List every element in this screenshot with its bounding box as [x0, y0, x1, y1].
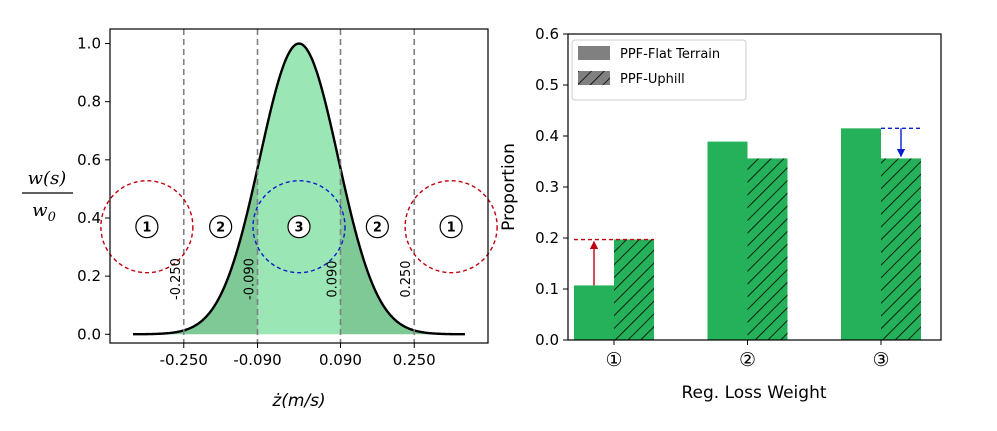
left-xtick-label: -0.090 — [233, 351, 281, 369]
right-ytick-label: 0.6 — [535, 25, 559, 43]
right-ytick-label: 0.2 — [535, 229, 559, 247]
right-ytick-label: 0.0 — [535, 331, 559, 349]
left-xtick-label: 0.250 — [393, 351, 436, 369]
right-xtick-label: ② — [739, 349, 756, 371]
bar-uphill-hatch-1 — [747, 158, 788, 340]
area-center — [257, 43, 341, 335]
legend-label-flat: PPF-Flat Terrain — [620, 47, 720, 62]
right-xtick-label: ① — [605, 349, 622, 371]
right-ytick-label: 0.1 — [535, 280, 559, 298]
left-xtick-label: 0.090 — [319, 351, 362, 369]
bar-flat-2 — [841, 128, 881, 340]
left-y-axis-label: w(s) w0 — [22, 168, 73, 225]
area-outer-right — [340, 168, 465, 335]
left-x-axis-label: ż(m/s) — [271, 391, 325, 411]
region-circle-2 — [404, 180, 498, 274]
right-xtick-label: ③ — [872, 349, 889, 371]
right-ytick-label: 0.3 — [535, 178, 559, 196]
proportion-bar-chart: 0.0 0.1 0.2 0.3 0.4 0.5 0.6 ① ② ③ Proportion Reg… — [499, 25, 942, 403]
gaussian-weight-chart: 1 2 3 2 1 -0.250 -0.090 0.090 0.250 0.0 0.2 0.4 0.… — [22, 28, 498, 411]
region-label-1: 2 — [216, 221, 225, 236]
threshold-label-2: 0.090 — [325, 260, 340, 297]
legend-swatch-flat — [578, 46, 610, 60]
region-label-2: 3 — [294, 221, 303, 236]
bar-flat-1 — [707, 141, 748, 340]
threshold-label-0: -0.250 — [169, 258, 184, 300]
region-circle-1 — [252, 180, 346, 274]
threshold-label-3: 0.250 — [399, 260, 414, 297]
bar-uphill-hatch-0 — [614, 239, 654, 340]
region-label-4: 1 — [447, 221, 456, 236]
right-ytick-label: 0.5 — [535, 76, 559, 94]
left-ytick-label: 0.6 — [77, 151, 101, 169]
right-ytick-label: 0.4 — [535, 127, 559, 145]
right-x-axis-label: Reg. Loss Weight — [681, 383, 826, 403]
left-ytick-label: 0.8 — [77, 93, 101, 111]
region-label-0: 1 — [142, 221, 151, 236]
left-ytick-label: 1.0 — [77, 35, 101, 53]
y-label-denominator: w0 — [32, 200, 56, 225]
legend-label-uphill: PPF-Uphill — [620, 72, 685, 87]
left-xtick-label: -0.250 — [160, 351, 208, 369]
right-y-axis-label: Proportion — [499, 143, 519, 231]
left-ytick-label: 0.2 — [77, 267, 101, 285]
region-badge-4 — [439, 215, 463, 239]
area-outer-left — [133, 168, 258, 335]
bar-flat-0 — [574, 285, 614, 340]
region-badge-3 — [365, 215, 389, 239]
left-plot-frame — [109, 28, 489, 344]
left-ytick-label: 0.0 — [77, 325, 101, 343]
gaussian-curve — [133, 42, 465, 336]
left-ytick-label: 0.4 — [77, 209, 101, 227]
y-label-numerator: w(s) — [28, 168, 67, 189]
threshold-label-1: -0.090 — [243, 258, 258, 300]
legend: PPF-Flat Terrain PPF-Uphill — [571, 39, 747, 101]
bar-uphill-hatch-2 — [881, 158, 921, 340]
region-badge-0 — [135, 215, 159, 239]
region-label-3: 2 — [373, 221, 382, 236]
region-circle-0 — [100, 180, 194, 274]
region-badge-1 — [209, 215, 233, 239]
region-badge-2 — [287, 215, 311, 239]
